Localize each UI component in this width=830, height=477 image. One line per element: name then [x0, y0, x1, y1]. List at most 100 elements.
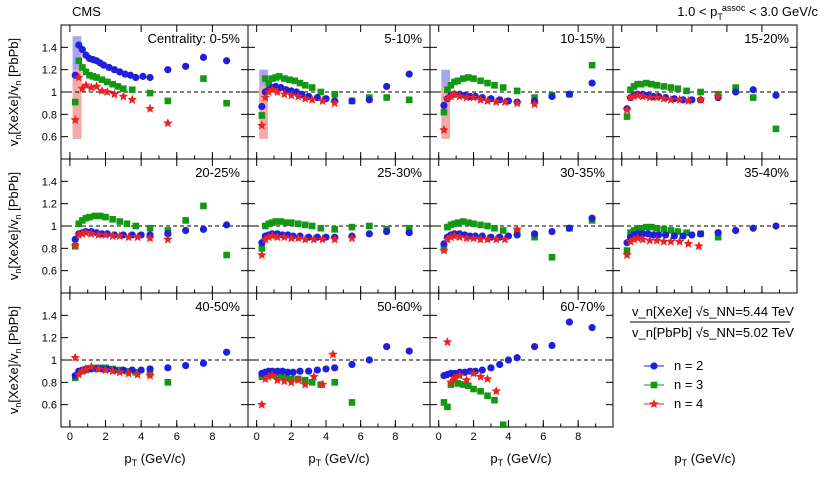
point-n3	[491, 224, 498, 232]
point-n4	[300, 93, 310, 103]
point-n2	[182, 226, 190, 235]
point-n4	[309, 234, 319, 244]
point-n4	[491, 386, 501, 396]
y-tick-label: 1.2	[42, 333, 57, 345]
point-n2	[223, 221, 231, 229]
y-tick-label: 0.8	[42, 109, 57, 121]
point-n2	[588, 214, 596, 222]
point-n3	[132, 222, 140, 230]
point-n3	[268, 75, 276, 82]
point-n2	[223, 57, 231, 65]
point-n4	[272, 87, 283, 96]
point-n3	[444, 223, 451, 231]
point-n4	[317, 95, 328, 105]
point-n3	[667, 84, 675, 91]
point-n4	[279, 232, 290, 242]
point-n3	[470, 75, 477, 82]
point-n3	[683, 87, 690, 95]
point-n2	[405, 229, 413, 237]
point-n3	[82, 214, 90, 222]
point-n2	[284, 368, 292, 376]
point-n2	[649, 231, 657, 239]
point-n3	[366, 222, 373, 230]
x-tick-label: 2	[471, 431, 477, 443]
centrality-label: 20-25%	[195, 165, 240, 180]
point-n4	[645, 235, 655, 245]
point-n4	[93, 229, 104, 239]
y-tick-label: 1.4	[42, 176, 57, 188]
point-n2	[749, 86, 757, 94]
point-n4	[500, 97, 510, 107]
point-n2	[749, 224, 757, 232]
point-n4	[86, 361, 96, 371]
point-n4	[100, 365, 111, 375]
point-n4	[81, 227, 91, 237]
point-n4	[115, 231, 125, 241]
point-n4	[107, 366, 118, 376]
point-n4	[70, 241, 80, 251]
point-n2	[146, 73, 154, 82]
point-n4	[86, 228, 96, 238]
point-n2	[348, 97, 356, 105]
point-n3	[91, 212, 99, 220]
point-n4	[267, 231, 277, 241]
point-n3	[513, 87, 521, 95]
point-n3	[109, 216, 116, 223]
point-n4	[300, 379, 310, 389]
point-n4	[91, 81, 102, 91]
point-n3	[447, 221, 455, 229]
panel-1: 5-10%	[247, 24, 431, 160]
point-n2	[565, 90, 574, 98]
point-n4	[329, 234, 340, 244]
point-n3	[637, 224, 645, 232]
legend-entry-3: n = 3	[674, 377, 703, 392]
point-n2	[513, 354, 521, 362]
point-n4	[328, 349, 338, 359]
legend-marker-n2	[650, 362, 658, 370]
point-n3	[630, 227, 638, 234]
point-n4	[257, 250, 267, 260]
point-n4	[115, 367, 125, 377]
point-n4	[347, 233, 357, 243]
point-n3	[282, 374, 290, 382]
point-n4	[442, 93, 453, 103]
point-n2	[714, 229, 722, 237]
point-n3	[123, 220, 131, 228]
point-n3	[301, 82, 309, 89]
y-tick-label: 0.8	[42, 243, 57, 255]
point-n3	[89, 73, 97, 80]
panel-6: 30-35%	[429, 158, 614, 294]
point-n2	[530, 230, 539, 238]
point-n3	[75, 57, 83, 65]
point-n4	[272, 232, 283, 242]
x-tick-label: 8	[392, 431, 398, 443]
point-n3	[282, 219, 290, 226]
point-n2	[383, 82, 391, 91]
point-n4	[674, 94, 685, 104]
point-n3	[93, 74, 100, 81]
legend-entry-2: n = 2	[674, 358, 703, 373]
point-n4	[683, 95, 694, 105]
point-n3	[275, 73, 283, 80]
point-n3	[405, 224, 413, 232]
panel-7: 35-40%	[612, 158, 798, 294]
y-tick-label: 1.4	[42, 42, 57, 54]
point-n3	[71, 98, 79, 106]
point-n4	[109, 89, 120, 99]
point-n2	[405, 347, 413, 355]
point-n3	[683, 229, 690, 236]
point-n4	[439, 245, 449, 255]
point-n2	[223, 348, 231, 356]
point-n3	[262, 222, 269, 230]
point-n4	[97, 85, 107, 95]
y-tick-label: 0.6	[42, 266, 57, 278]
centrality-label: 50-60%	[377, 299, 422, 314]
legend-marker-n3	[650, 381, 658, 389]
point-n4	[632, 233, 643, 243]
point-n2	[305, 367, 313, 375]
point-n4	[74, 229, 84, 239]
point-n2	[548, 227, 556, 236]
point-n3	[634, 80, 641, 88]
point-n3	[277, 218, 285, 225]
point-n2	[365, 356, 373, 364]
